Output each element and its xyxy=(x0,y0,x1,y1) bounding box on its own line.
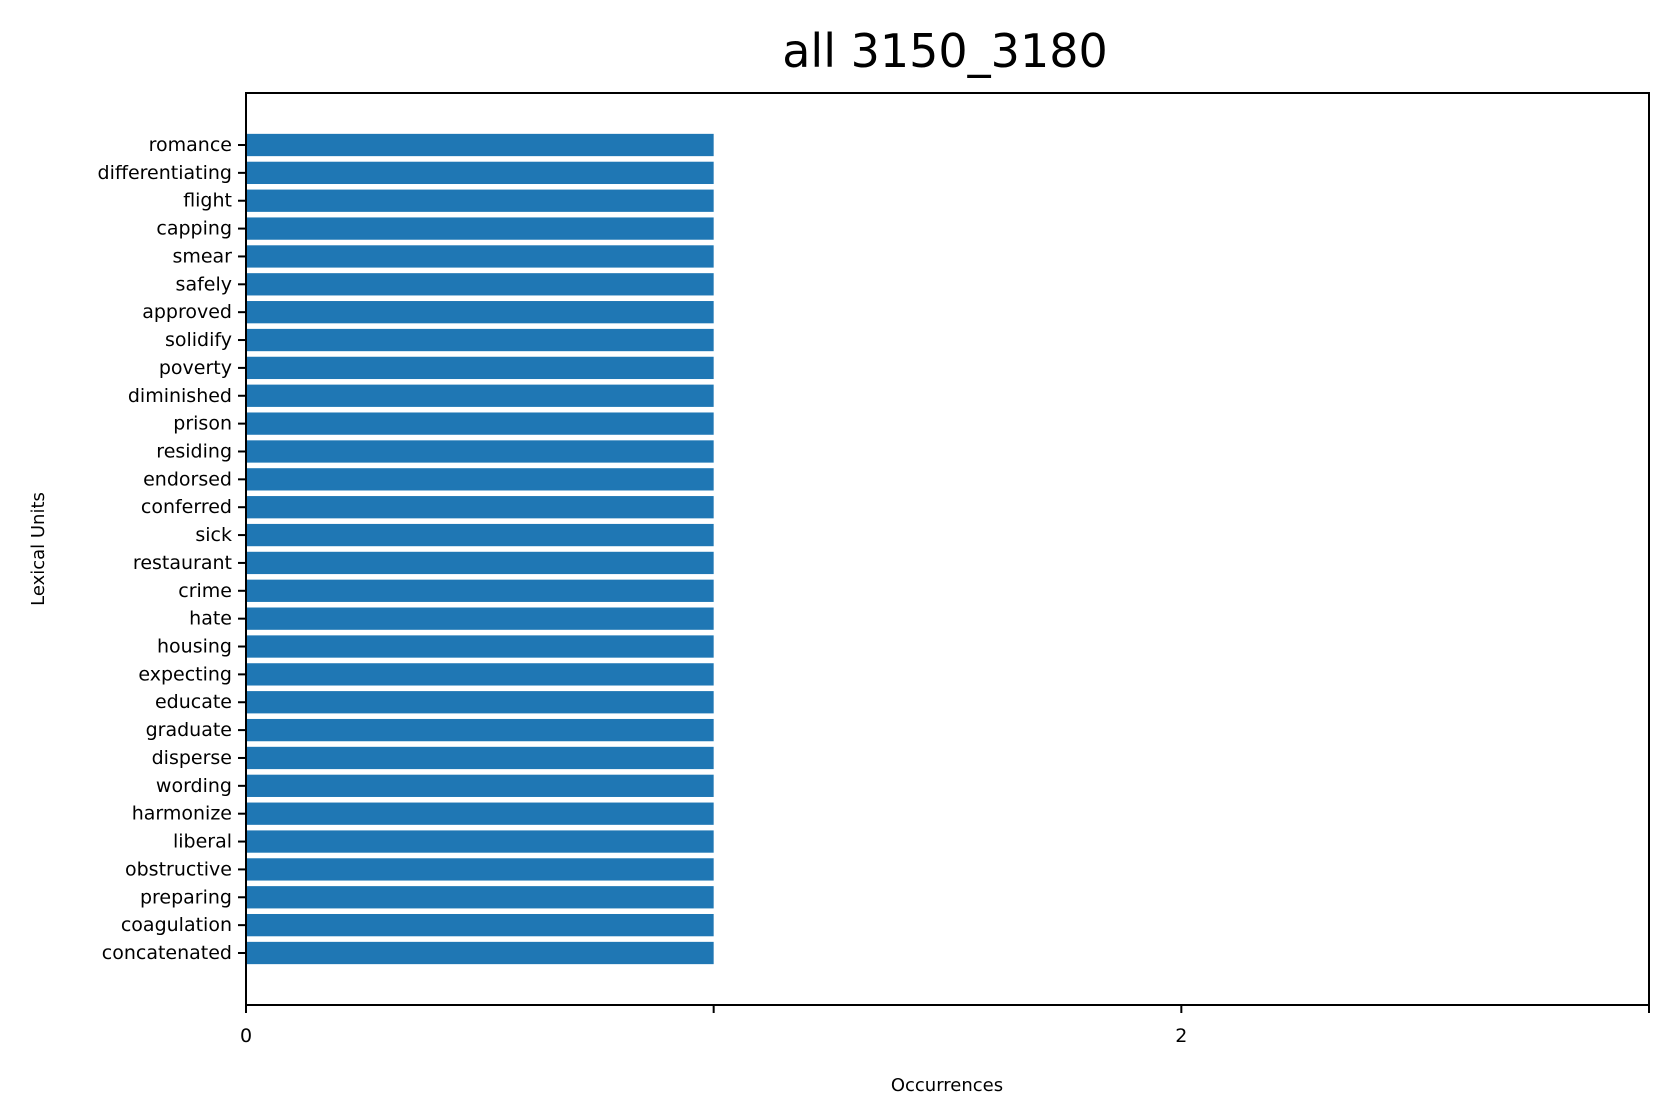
bar-solidify xyxy=(246,328,714,352)
bar-smear xyxy=(246,245,714,268)
y-tick-label: capping xyxy=(156,218,232,240)
bar-sick xyxy=(246,523,714,547)
y-tick-label: restaurant xyxy=(133,552,232,574)
y-tick-label: expecting xyxy=(138,663,232,685)
y-tick-label: educate xyxy=(155,691,232,713)
y-tick-label: conferred xyxy=(141,496,232,518)
bar-approved xyxy=(246,301,714,324)
chart-title: all 3150_3180 xyxy=(782,24,1108,78)
bar-safely xyxy=(246,273,714,296)
bar-coagulation xyxy=(246,913,714,937)
y-tick-label: liberal xyxy=(173,831,232,853)
y-tick-label: housing xyxy=(157,636,232,658)
bar-housing xyxy=(246,635,714,658)
y-tick-label: safely xyxy=(176,273,232,295)
x-axis-label: Occurrences xyxy=(891,1075,1003,1096)
plot-frame xyxy=(245,92,1650,1006)
y-tick-label: approved xyxy=(142,301,232,323)
y-tick-label: prison xyxy=(173,413,232,435)
y-tick-label: endorsed xyxy=(143,468,232,490)
bar-harmonize xyxy=(246,802,714,825)
y-tick-label: poverty xyxy=(159,357,232,379)
y-tick-label: wording xyxy=(156,775,232,797)
x-tick-label: 0 xyxy=(240,1025,252,1047)
y-tick-label: coagulation xyxy=(121,914,232,936)
bars-layer xyxy=(246,133,714,965)
bar-conferred xyxy=(246,496,714,519)
bar-graduate xyxy=(246,718,714,742)
bar-capping xyxy=(246,217,714,240)
y-tick-label: obstructive xyxy=(125,858,232,880)
bar-crime xyxy=(246,579,714,602)
y-tick-label: crime xyxy=(178,580,232,602)
y-tick-label: differentiating xyxy=(98,162,232,184)
y-tick-label: residing xyxy=(156,440,232,462)
y-axis: romance differentiating flight capping smear… xyxy=(98,134,246,964)
bar-concatenated xyxy=(246,941,714,965)
x-tick-label: 2 xyxy=(1175,1025,1187,1047)
bar-hate xyxy=(246,607,714,630)
bar-disperse xyxy=(246,746,714,770)
bar-flight xyxy=(246,189,714,212)
bar-diminished xyxy=(246,384,714,407)
y-tick-label: diminished xyxy=(128,385,232,407)
bar-romance xyxy=(246,133,714,157)
y-axis-label: Lexical Units xyxy=(28,492,49,606)
bar-endorsed xyxy=(246,468,714,491)
bar-restaurant xyxy=(246,551,714,575)
y-tick-label: romance xyxy=(149,134,232,156)
y-tick-label: preparing xyxy=(140,886,232,908)
y-tick-label: disperse xyxy=(152,747,232,769)
bar-wording xyxy=(246,774,714,797)
bar-poverty xyxy=(246,356,714,380)
y-tick-label: smear xyxy=(172,245,232,267)
bar-liberal xyxy=(246,830,714,853)
y-tick-label: concatenated xyxy=(102,942,232,964)
bar-obstructive xyxy=(246,858,714,881)
bar-educate xyxy=(246,691,714,714)
bar-expecting xyxy=(246,663,714,686)
bar-residing xyxy=(246,440,714,463)
bar-prison xyxy=(246,412,714,435)
bar-differentiating xyxy=(246,161,714,185)
bar-preparing xyxy=(246,886,714,909)
y-tick-label: flight xyxy=(183,190,232,212)
y-tick-label: graduate xyxy=(146,719,232,741)
y-tick-label: sick xyxy=(195,524,232,546)
y-tick-label: harmonize xyxy=(132,803,232,825)
y-tick-label: solidify xyxy=(165,329,232,351)
y-tick-label: hate xyxy=(189,608,232,630)
